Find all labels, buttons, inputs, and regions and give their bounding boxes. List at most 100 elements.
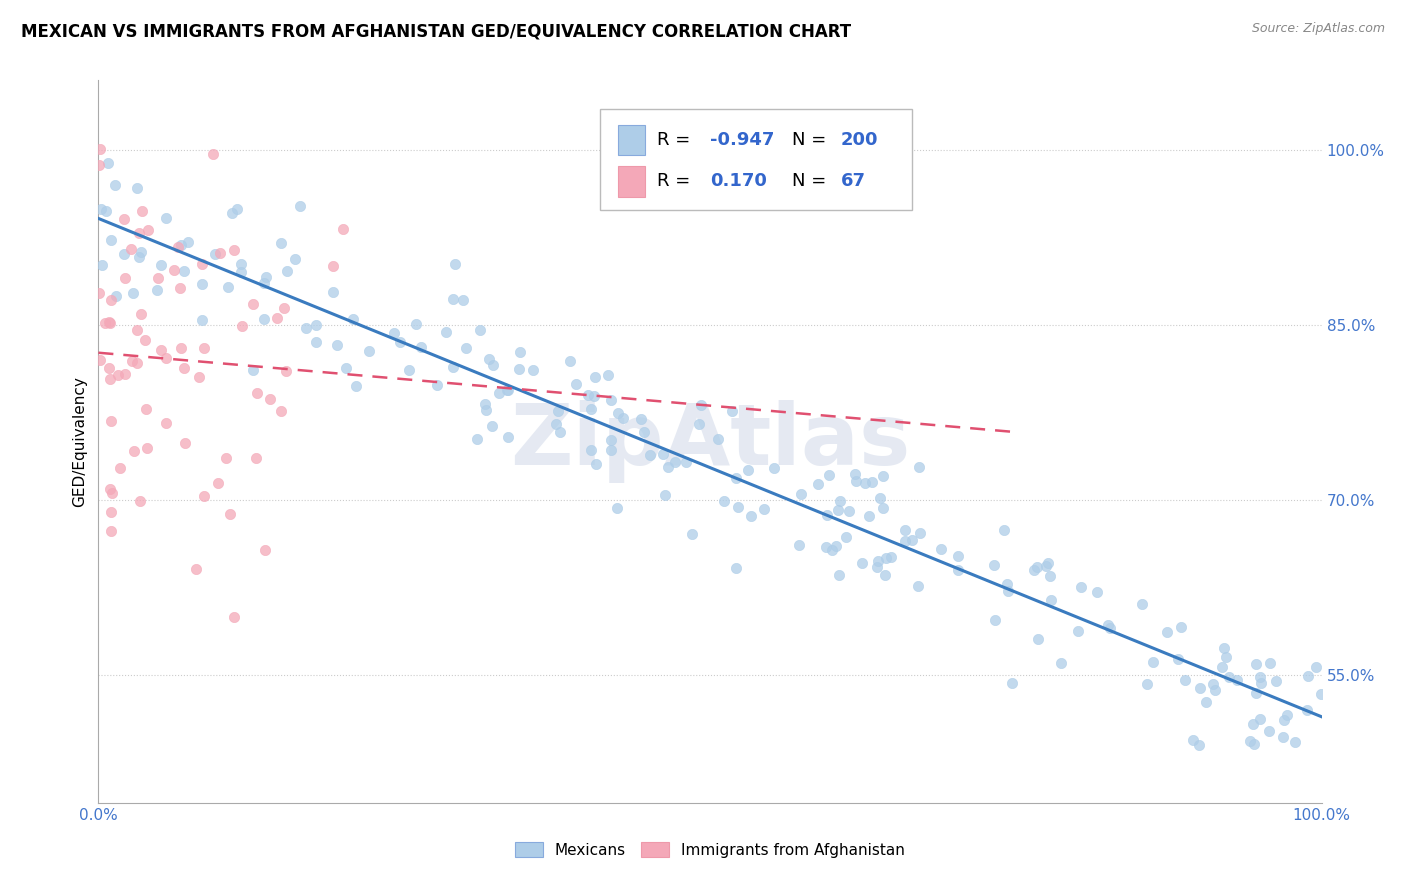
Point: [87, 158, 110, 172]
Point: [222, 244, 245, 258]
Point: [475, 402, 498, 417]
Point: [478, 351, 501, 366]
Point: [995, 577, 1018, 591]
Point: [1202, 677, 1225, 691]
Point: [1305, 660, 1327, 674]
Point: [1067, 624, 1090, 638]
Point: [100, 524, 122, 539]
Point: [1195, 695, 1218, 709]
Point: [120, 242, 142, 256]
Point: [600, 392, 623, 407]
Point: [1085, 585, 1108, 599]
Point: [288, 199, 311, 213]
Point: [136, 223, 159, 237]
Point: [201, 147, 224, 161]
Point: [880, 549, 903, 564]
Point: [818, 467, 841, 482]
Point: [640, 448, 662, 462]
Point: [633, 425, 655, 439]
Point: [167, 239, 190, 253]
Point: [1241, 717, 1264, 731]
Point: [242, 296, 264, 310]
Point: [583, 389, 606, 403]
Point: [868, 554, 890, 568]
Point: [426, 378, 449, 392]
Point: [444, 257, 467, 271]
Point: [344, 379, 367, 393]
Point: [107, 368, 129, 383]
Point: [1136, 677, 1159, 691]
Point: [860, 475, 883, 490]
Point: [226, 202, 249, 217]
Point: [993, 523, 1015, 537]
Point: [322, 259, 344, 273]
Point: [720, 404, 742, 418]
Point: [184, 562, 207, 576]
Point: [94, 316, 117, 330]
Point: [121, 286, 143, 301]
Point: [1296, 702, 1319, 716]
Point: [681, 526, 703, 541]
Point: [908, 526, 931, 541]
Point: [1249, 670, 1271, 684]
Point: [984, 613, 1007, 627]
Point: [1170, 620, 1192, 634]
Point: [828, 493, 851, 508]
Point: [1130, 598, 1153, 612]
Point: [98, 316, 121, 330]
Point: [125, 181, 148, 195]
Point: [94, 203, 117, 218]
Point: [284, 252, 307, 267]
Point: [170, 238, 193, 252]
Point: [97, 315, 120, 329]
Point: [815, 508, 838, 522]
Point: [690, 398, 713, 412]
Point: [1246, 686, 1268, 700]
Point: [651, 447, 673, 461]
Point: [1211, 660, 1233, 674]
Point: [114, 271, 136, 285]
Point: [787, 538, 810, 552]
Point: [191, 313, 214, 327]
Point: [1272, 731, 1295, 745]
Point: [858, 509, 880, 524]
Point: [851, 557, 873, 571]
Point: [872, 501, 894, 516]
Point: [409, 340, 432, 354]
Point: [894, 533, 917, 548]
Point: [451, 293, 474, 308]
Point: [1022, 563, 1045, 577]
Point: [219, 508, 242, 522]
Point: [1309, 687, 1331, 701]
Point: [100, 293, 122, 307]
Point: [108, 461, 131, 475]
Point: [565, 376, 588, 391]
Point: [146, 270, 169, 285]
Point: [1244, 657, 1267, 671]
Point: [112, 247, 135, 261]
Point: [276, 264, 298, 278]
Text: N =: N =: [792, 131, 832, 149]
Point: [177, 235, 200, 249]
Point: [398, 363, 420, 377]
Point: [481, 419, 503, 434]
Point: [441, 292, 464, 306]
Bar: [619, 125, 645, 155]
Point: [204, 247, 226, 261]
Point: [815, 540, 838, 554]
Point: [894, 523, 917, 537]
Point: [948, 563, 970, 577]
Point: [134, 333, 156, 347]
Point: [1204, 683, 1226, 698]
Point: [997, 583, 1019, 598]
Point: [332, 222, 354, 236]
Point: [875, 551, 897, 566]
Point: [170, 341, 193, 355]
Point: [357, 344, 380, 359]
Point: [222, 610, 245, 624]
Text: Source: ZipAtlas.com: Source: ZipAtlas.com: [1251, 22, 1385, 36]
Point: [1258, 723, 1281, 738]
Text: R =: R =: [658, 131, 696, 149]
Point: [322, 285, 344, 300]
Point: [1039, 569, 1062, 583]
